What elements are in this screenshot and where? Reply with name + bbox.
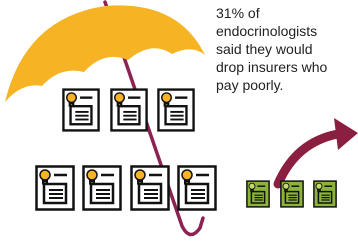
document-icon [158,90,193,131]
caption: 31% of endocrinologists said they would dro… [216,5,327,93]
document-icon [84,167,121,210]
arrow-shaft [278,134,338,184]
umbrella-canopy [5,5,205,102]
caption-line: drop insurers who [216,59,327,75]
document-icon [132,167,169,210]
green-document-icon [314,181,336,207]
caption-line: endocrinologists [216,23,317,39]
document-icon [63,90,98,131]
green-document-icon [247,181,269,207]
infographic: 31% of endocrinologists said they would dro… [0,0,358,245]
document-icon [179,167,216,210]
page: 31% of endocrinologists said they would dro… [0,0,358,245]
caption-line: said they would [216,41,313,57]
document-icon [37,167,74,210]
green-document-icon [281,181,303,207]
arrow-head [334,118,358,150]
caption-line: 31% of [216,5,260,21]
caption-line: pay poorly. [216,77,283,93]
document-icon [111,90,146,131]
